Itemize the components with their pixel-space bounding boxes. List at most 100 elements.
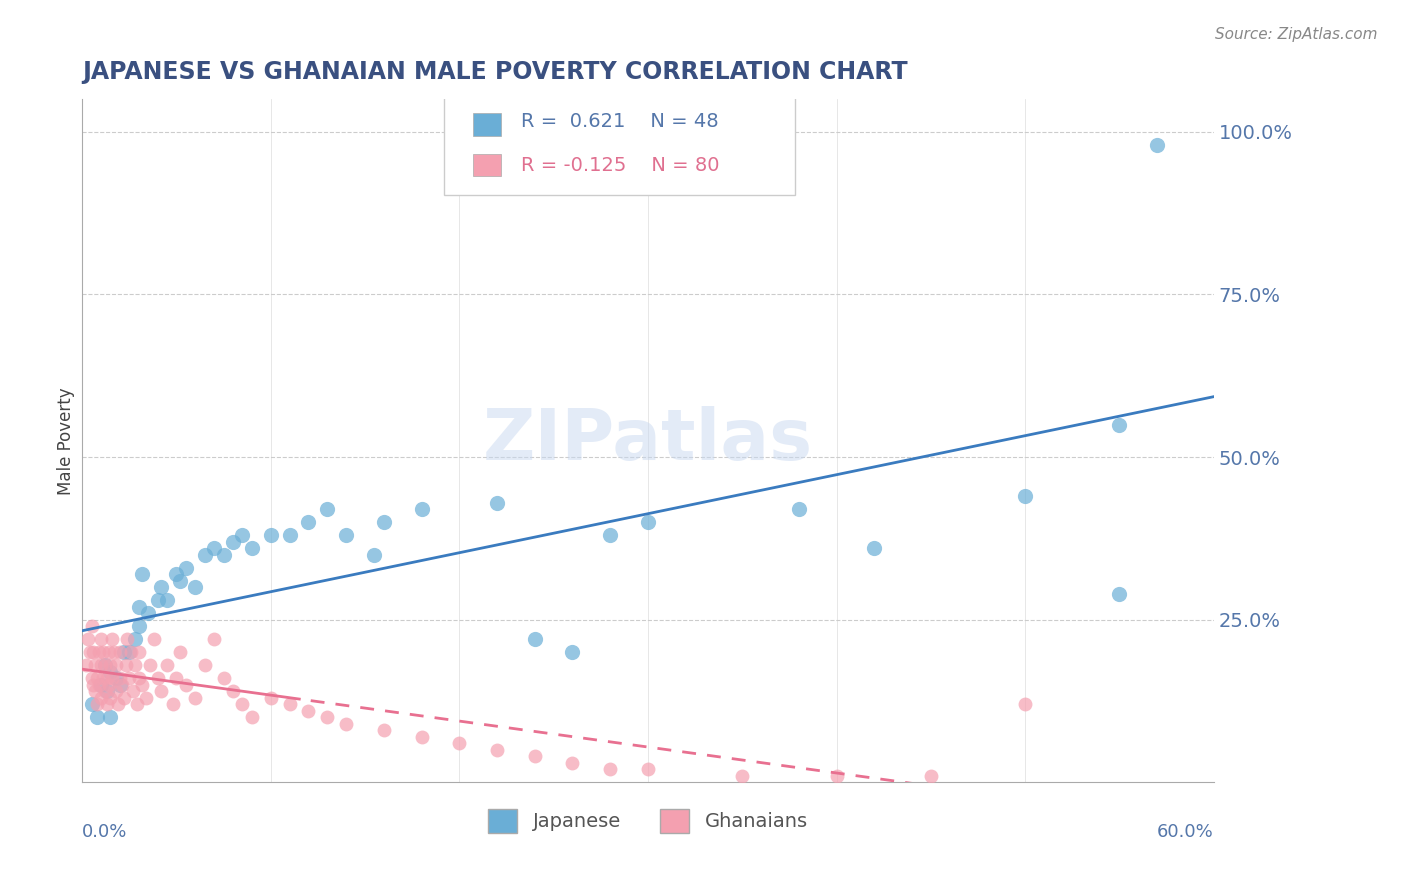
Point (222, 684, 245, 698)
Point (165, 567, 187, 582)
Point (169, 574, 191, 588)
Point (108, 645, 131, 659)
Point (100, 710, 122, 724)
Point (335, 716, 357, 731)
Point (94, 684, 117, 698)
Point (142, 632, 165, 646)
Point (80, 671, 103, 685)
Point (128, 619, 150, 633)
Point (86, 710, 108, 724)
Point (194, 548, 217, 562)
Point (91, 645, 114, 659)
FancyBboxPatch shape (472, 113, 501, 136)
Text: 0.0%: 0.0% (82, 823, 128, 841)
Point (97, 677, 120, 691)
Point (184, 580, 207, 594)
Point (124, 632, 146, 646)
Point (128, 671, 150, 685)
Point (825, 769, 848, 783)
Point (79, 645, 101, 659)
Point (86, 671, 108, 685)
Point (449, 736, 471, 750)
Point (96, 671, 118, 685)
Point (118, 671, 141, 685)
Point (169, 645, 191, 659)
Y-axis label: Male Poverty: Male Poverty (58, 387, 75, 494)
Point (212, 548, 235, 562)
Legend: Japanese, Ghanaians: Japanese, Ghanaians (481, 801, 815, 840)
Point (194, 658, 217, 673)
Point (75, 658, 97, 673)
Point (105, 684, 128, 698)
Point (96, 684, 118, 698)
Point (920, 769, 942, 783)
Point (128, 599, 150, 614)
Point (165, 671, 187, 685)
Point (131, 677, 153, 691)
Point (87, 645, 110, 659)
Point (112, 645, 135, 659)
Text: R = -0.125    N = 80: R = -0.125 N = 80 (522, 156, 720, 175)
Point (131, 567, 153, 582)
Point (87, 677, 110, 691)
Point (561, 756, 583, 770)
Point (139, 658, 162, 673)
Point (156, 658, 179, 673)
Point (124, 658, 146, 673)
Point (100, 665, 122, 679)
Point (174, 560, 197, 574)
Point (297, 515, 319, 529)
Point (117, 632, 139, 646)
Point (90, 677, 112, 691)
Point (80, 697, 103, 711)
Point (316, 710, 339, 724)
Text: 60.0%: 60.0% (1157, 823, 1213, 841)
Point (411, 502, 433, 516)
Point (486, 495, 509, 509)
Text: JAPANESE VS GHANAIAN MALE POVERTY CORRELATION CHART: JAPANESE VS GHANAIAN MALE POVERTY CORREL… (82, 60, 908, 84)
Point (84, 658, 107, 673)
Point (240, 541, 263, 555)
Point (96, 697, 118, 711)
Point (297, 704, 319, 718)
Point (1014, 489, 1036, 503)
Point (100, 690, 122, 705)
Point (114, 658, 136, 673)
Point (90, 632, 112, 646)
Point (84, 684, 107, 698)
Point (260, 528, 283, 542)
Point (108, 677, 131, 691)
Point (1108, 586, 1130, 600)
Point (599, 528, 621, 542)
Point (91, 671, 114, 685)
Point (335, 528, 357, 542)
Point (184, 690, 207, 705)
Point (363, 548, 385, 562)
Point (150, 684, 173, 698)
Point (80, 619, 103, 633)
Point (150, 580, 173, 594)
Point (1014, 697, 1036, 711)
Point (231, 697, 253, 711)
Point (202, 632, 225, 646)
Point (561, 645, 583, 659)
Point (136, 606, 159, 620)
Point (240, 710, 263, 724)
Point (1108, 417, 1130, 432)
Point (90, 658, 112, 673)
Point (120, 645, 142, 659)
Point (76, 632, 98, 646)
Point (146, 671, 169, 685)
Point (101, 671, 124, 685)
Point (486, 742, 509, 756)
Point (863, 541, 886, 555)
Point (316, 502, 339, 516)
Point (90, 690, 112, 705)
Point (637, 515, 659, 529)
Point (125, 697, 148, 711)
Point (599, 762, 621, 776)
Point (731, 769, 754, 783)
Point (162, 697, 184, 711)
Point (135, 690, 157, 705)
Point (202, 541, 225, 555)
